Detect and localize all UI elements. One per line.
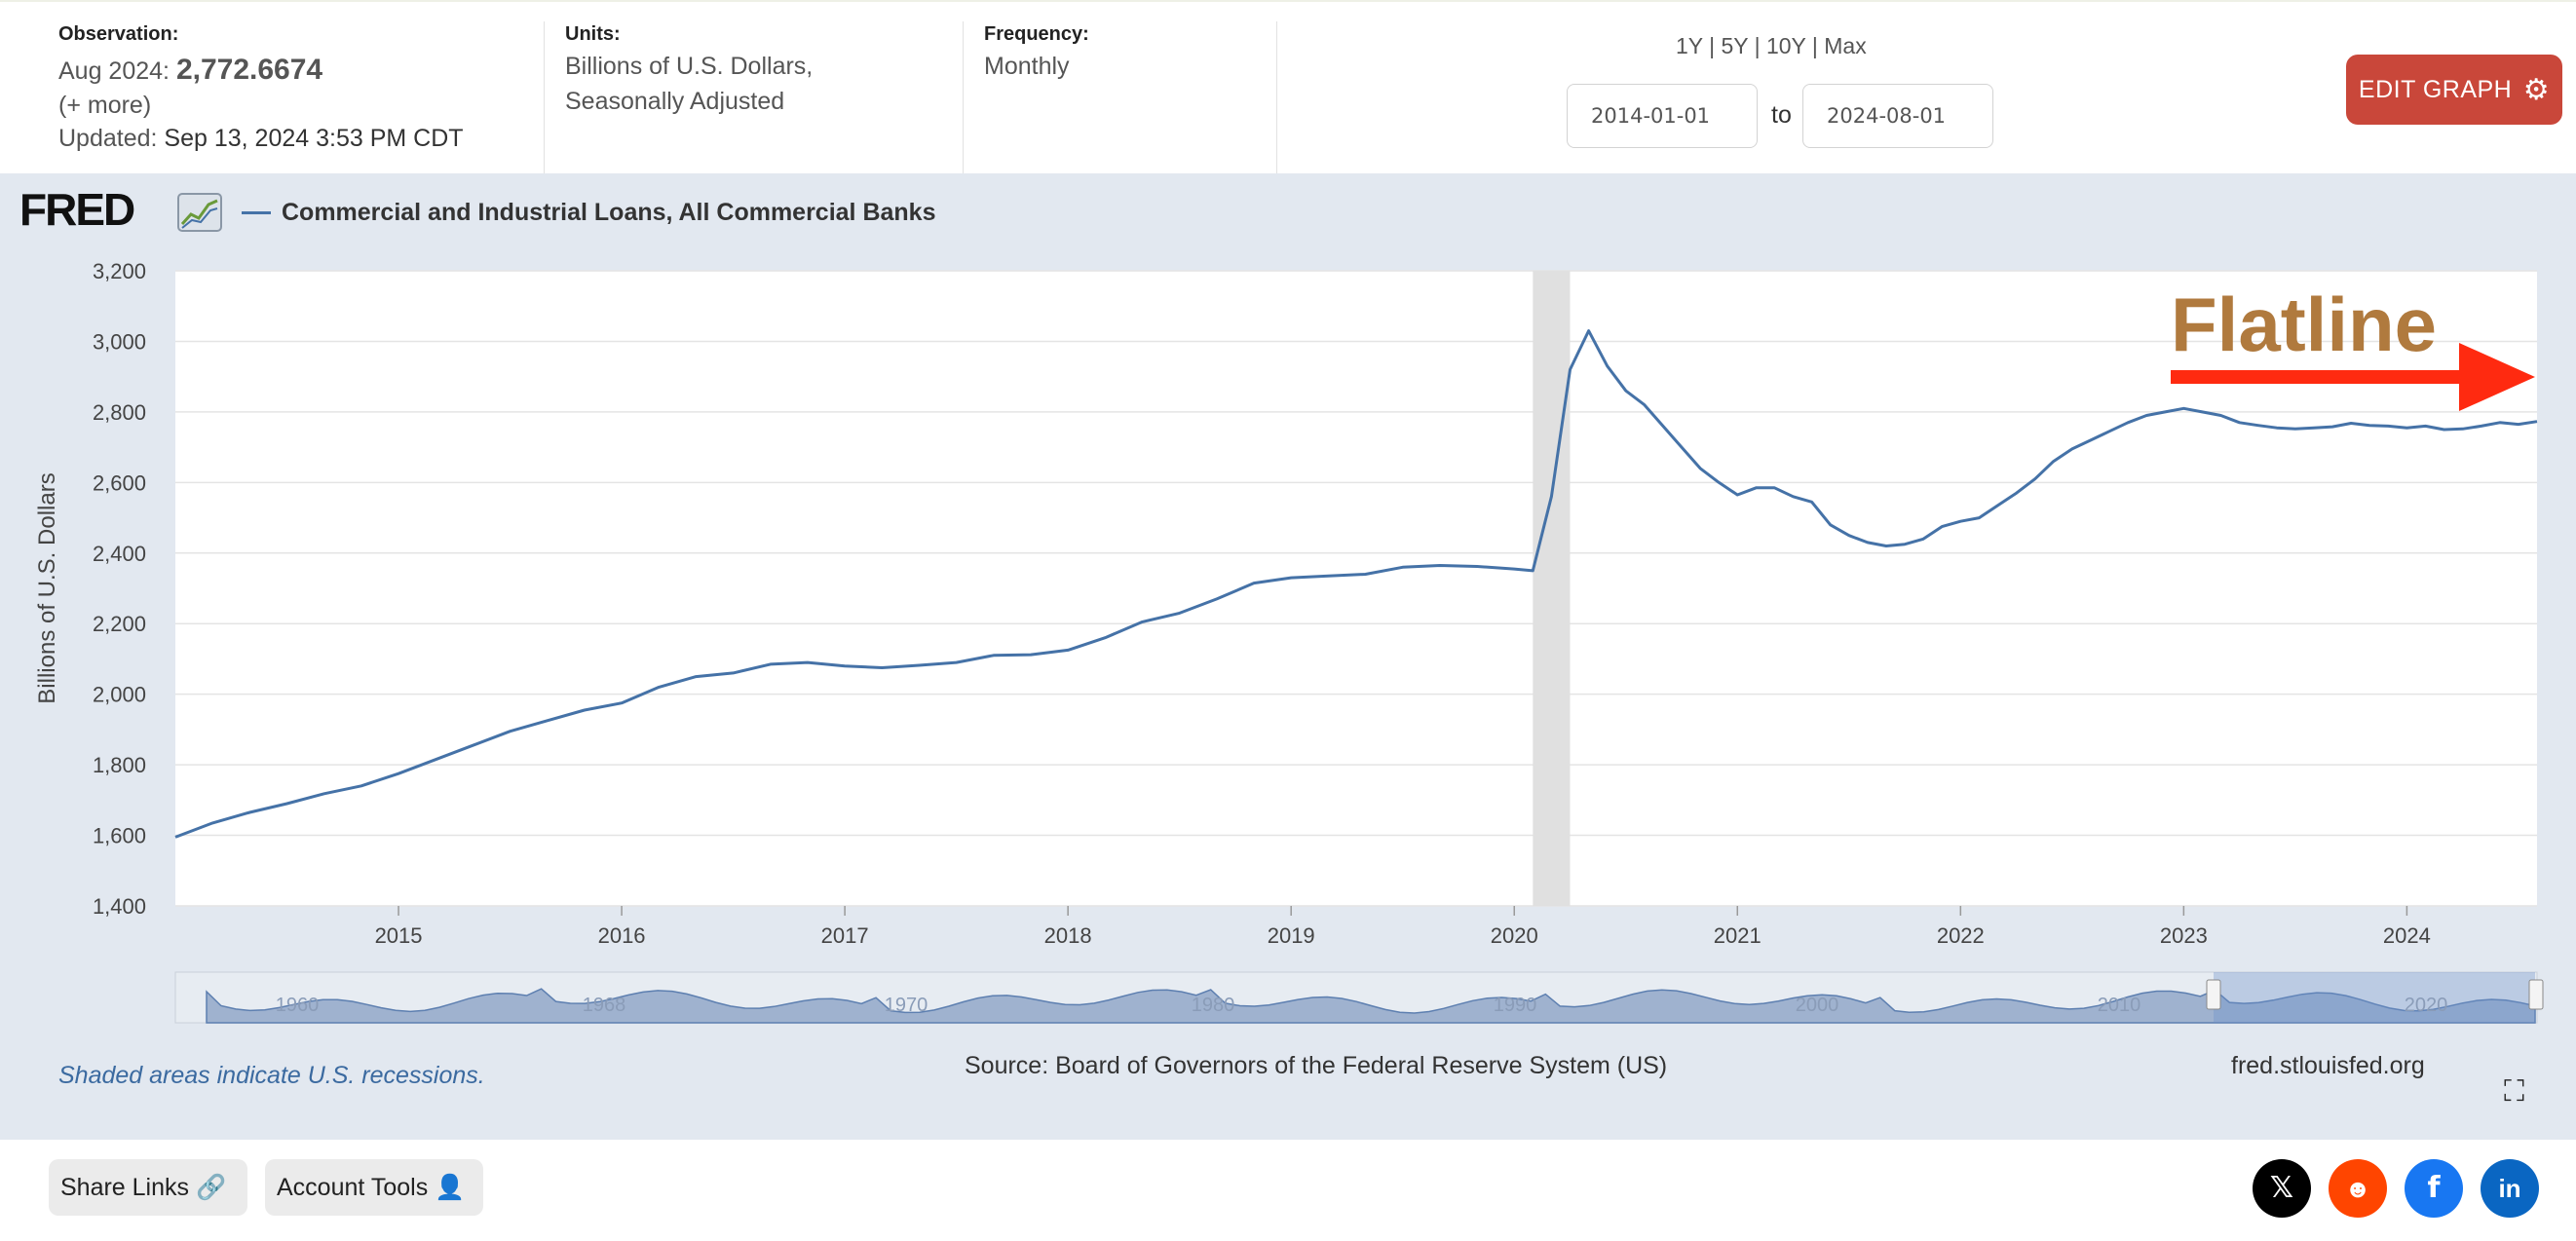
series-line [174, 329, 2538, 839]
navigator-label: 2000 [1796, 995, 1839, 1016]
header-divider [1276, 21, 1277, 173]
range-5y[interactable]: 5Y [1721, 33, 1749, 58]
navigator-label: 2020 [2405, 995, 2448, 1016]
y-axis-label: Billions of U.S. Dollars [34, 472, 60, 703]
x-tick-label: 2022 [1937, 923, 1985, 948]
x-tick-label: 2019 [1268, 923, 1315, 948]
graph-header: Observation: Aug 2024: 2,772.6674 (+ mor… [0, 0, 2576, 175]
reddit-share-icon[interactable]: ☻ [2329, 1159, 2387, 1218]
share-links-label: Share Links [60, 1174, 190, 1201]
x-tick-label: 2024 [2383, 923, 2431, 948]
edit-graph-label: EDIT GRAPH [2358, 76, 2513, 103]
x-tick-label: 2020 [1491, 923, 1538, 948]
navigator-label: 1970 [885, 995, 928, 1016]
line-chart: 1,400 1,600 1,800 2,000 2,200 2,400 2,600 2,800… [34, 259, 2544, 1024]
x-tick-label: 2017 [821, 923, 869, 948]
recession-shading [1533, 271, 1571, 906]
navigator-label: 1960 [276, 995, 320, 1016]
navigator-handle-right [2528, 979, 2544, 1010]
navigator-handle-left [2206, 979, 2221, 1010]
y-tick-label: 3,200 [93, 259, 146, 283]
y-tick-label: 2,400 [93, 542, 146, 566]
units-line2: Seasonally Adjusted [565, 88, 785, 115]
recession-note: Shaded areas indicate U.S. recessions. [58, 1062, 485, 1089]
header-divider [963, 21, 964, 173]
y-tick-label: 2,200 [93, 612, 146, 636]
edit-graph-button[interactable]: EDIT GRAPH ⚙ [2346, 55, 2562, 125]
x-tick-label: 2021 [1714, 923, 1762, 948]
gear-icon: ⚙ [2522, 74, 2551, 106]
range-max[interactable]: Max [1824, 33, 1867, 58]
range-selector: 1Y | 5Y | 10Y | Max [1676, 33, 1867, 58]
x-tick-label: 2023 [2160, 923, 2208, 948]
navigator-label: 2010 [2098, 995, 2141, 1016]
source-note[interactable]: Source: Board of Governors of the Federa… [965, 1052, 1668, 1079]
arrow-icon [2171, 343, 2535, 411]
legend-line-swatch [242, 211, 271, 214]
facebook-share-icon[interactable]: f [2405, 1159, 2463, 1218]
x-tick-label: 2018 [1044, 923, 1092, 948]
fred-chart-icon [177, 193, 222, 232]
start-date-input[interactable]: 2014-01-01 [1567, 84, 1758, 148]
updated-line: Updated: Sep 13, 2024 3:53 PM CDT [58, 121, 464, 156]
updated-label: Updated: [58, 125, 158, 152]
navigator-selection [2214, 972, 2535, 1023]
navigator-label: 1980 [1192, 995, 1235, 1016]
observation-value: 2,772.6674 [175, 54, 323, 86]
end-date-input[interactable]: 2024-08-01 [1802, 84, 1993, 148]
x-tick-label: 2016 [598, 923, 646, 948]
frequency-label: Frequency: [984, 23, 1089, 45]
updated-value: Sep 13, 2024 3:53 PM CDT [164, 125, 464, 152]
observation-value-line: Aug 2024: 2,772.6674 [58, 53, 322, 89]
series-title[interactable]: Commercial and Industrial Loans, All Com… [282, 199, 936, 226]
range-1y[interactable]: 1Y [1676, 33, 1703, 58]
fred-logo[interactable]: FRED [19, 184, 135, 235]
site-link[interactable]: fred.stlouisfed.org [2231, 1052, 2425, 1079]
navigator-label: 1990 [1494, 995, 1537, 1016]
x-share-icon[interactable]: 𝕏 [2253, 1159, 2311, 1218]
header-divider [544, 21, 545, 173]
fullscreen-icon[interactable]: ⛶ [2504, 1075, 2524, 1108]
linkedin-share-icon[interactable]: in [2481, 1159, 2539, 1218]
share-links-button[interactable]: Share Links 🔗 [49, 1159, 247, 1216]
range-navigator: 1960 1968 1970 1980 1990 2000 2010 2020 [174, 971, 2544, 1024]
y-tick-label: 2,000 [93, 683, 146, 707]
more-link[interactable]: (+ more) [58, 92, 152, 119]
y-tick-label: 3,000 [93, 329, 146, 354]
y-tick-label: 1,800 [93, 753, 146, 777]
navigator-label: 1968 [583, 995, 626, 1016]
x-tick-label: 2015 [375, 923, 423, 948]
y-tick-label: 1,600 [93, 824, 146, 848]
frequency-value: Monthly [984, 53, 1070, 80]
flatline-annotation: Flatline [2171, 282, 2437, 367]
observation-label: Observation: [58, 23, 179, 45]
y-tick-label: 1,400 [93, 894, 146, 919]
plot-area [175, 271, 2537, 906]
user-icon: 👤 [435, 1174, 466, 1201]
units-line1: Billions of U.S. Dollars, [565, 53, 814, 80]
account-tools-button[interactable]: Account Tools 👤 [265, 1159, 483, 1216]
y-tick-label: 2,600 [93, 470, 146, 495]
observation-date: Aug 2024: [58, 57, 170, 85]
to-label: to [1771, 101, 1792, 129]
y-tick-label: 2,800 [93, 400, 146, 425]
link-icon: 🔗 [195, 1174, 227, 1201]
account-tools-label: Account Tools [277, 1174, 429, 1201]
range-10y[interactable]: 10Y [1765, 33, 1806, 58]
units-label: Units: [565, 23, 621, 45]
navigator-series [206, 988, 2536, 1024]
